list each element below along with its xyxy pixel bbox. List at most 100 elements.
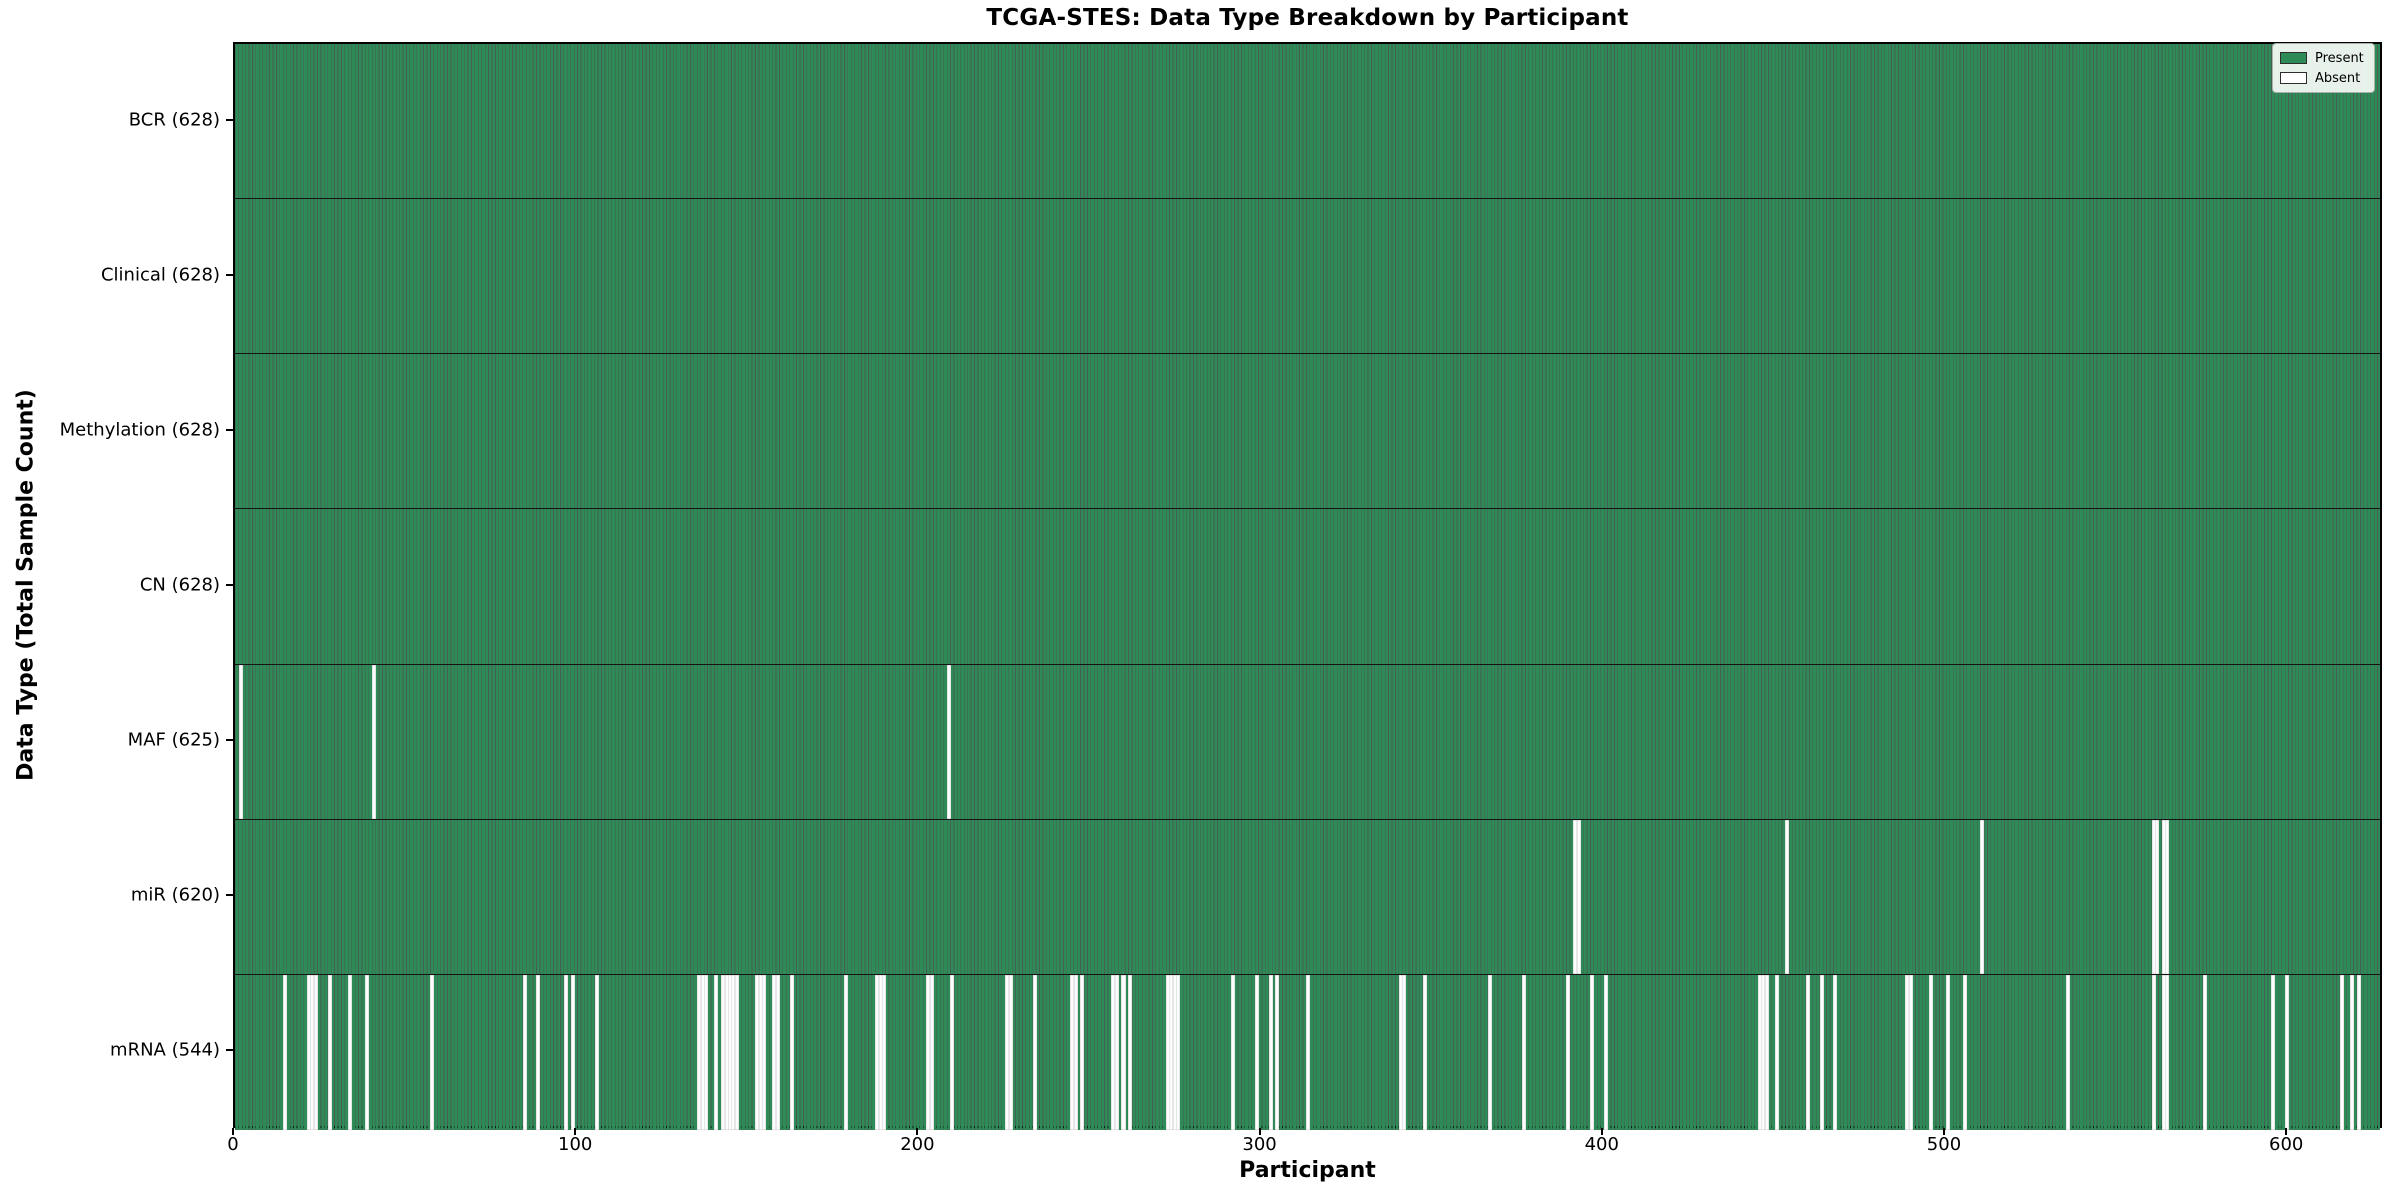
absent-bar — [1573, 819, 1578, 974]
absent-bar — [700, 974, 705, 1130]
datatype-row-BCR — [235, 44, 2380, 200]
absent-bar — [772, 974, 777, 1130]
absent-swatch-icon — [2280, 72, 2307, 84]
y-tick-label-CN: CN (628) — [139, 574, 220, 596]
datatype-row-CN — [235, 509, 2380, 665]
absent-bar — [1487, 974, 1492, 1130]
absent-bar — [714, 974, 719, 1130]
absent-bar — [1005, 974, 1010, 1130]
present-swatch-icon — [2280, 52, 2307, 64]
absent-bar — [2165, 974, 2170, 1130]
absent-bar — [775, 974, 780, 1130]
legend-entry-absent: Absent — [2280, 72, 2367, 85]
absent-bar — [2065, 974, 2070, 1130]
absent-bar — [327, 974, 332, 1130]
absent-bar — [724, 974, 729, 1130]
absent-bar — [365, 974, 370, 1130]
absent-bar — [758, 974, 763, 1130]
absent-bar — [727, 974, 732, 1130]
absent-bar — [697, 974, 702, 1130]
absent-bar — [875, 974, 880, 1130]
absent-bar — [2284, 974, 2289, 1130]
y-tick-mark — [226, 894, 233, 897]
x-tick-mark — [1600, 1128, 1603, 1135]
absent-bar — [1230, 974, 1235, 1130]
absent-bar — [1111, 974, 1116, 1130]
absent-bar — [2151, 819, 2156, 974]
x-tick-mark — [1258, 1128, 1261, 1135]
absent-bar — [1908, 974, 1913, 1130]
absent-bar — [1775, 974, 1780, 1130]
absent-bar — [881, 974, 886, 1130]
x-axis-label: Participant — [1239, 1158, 1376, 1183]
legend-absent-label: Absent — [2315, 70, 2361, 86]
absent-bar — [1566, 974, 1571, 1130]
absent-bar — [1073, 974, 1078, 1130]
absent-bar — [1275, 974, 1280, 1130]
y-tick-label-BCR: BCR (628) — [128, 109, 220, 131]
absent-bar — [1905, 974, 1910, 1130]
absent-bar — [1080, 974, 1085, 1130]
datatype-row-miR — [235, 819, 2380, 975]
absent-bar — [2339, 974, 2344, 1130]
absent-bar — [2271, 974, 2276, 1130]
x-tick-label-600: 600 — [2268, 1134, 2304, 1155]
absent-bar — [2161, 974, 2166, 1130]
absent-bar — [307, 974, 312, 1130]
absent-bar — [1785, 819, 1790, 974]
absent-bar — [1402, 974, 1407, 1130]
absent-bar — [1819, 974, 1824, 1130]
absent-bar — [1946, 974, 1951, 1130]
absent-bar — [734, 974, 739, 1130]
absent-bar — [704, 974, 709, 1130]
absent-bar — [762, 974, 767, 1130]
absent-bar — [2161, 819, 2166, 974]
legend-present-label: Present — [2315, 50, 2364, 66]
absent-bar — [1254, 974, 1259, 1130]
y-tick-mark — [226, 584, 233, 586]
absent-bar — [2349, 974, 2354, 1130]
y-tick-label-miR: miR (620) — [130, 884, 220, 906]
absent-bar — [522, 974, 527, 1130]
absent-bar — [950, 974, 955, 1130]
legend-entry-present: Present — [2280, 52, 2367, 65]
absent-bar — [1422, 974, 1427, 1130]
absent-bar — [1128, 974, 1133, 1130]
datatype-row-Methylation — [235, 354, 2380, 510]
absent-bar — [238, 664, 243, 819]
x-tick-mark — [2285, 1128, 2288, 1135]
datatype-row-MAF — [235, 664, 2380, 820]
absent-bar — [731, 974, 736, 1130]
x-tick-mark — [916, 1128, 919, 1135]
absent-bar — [1032, 974, 1037, 1130]
absent-bar — [1757, 974, 1762, 1130]
absent-bar — [283, 974, 288, 1130]
absent-bar — [570, 974, 575, 1130]
y-tick-mark — [226, 428, 233, 431]
chart-title: TCGA-STES: Data Type Breakdown by Partic… — [986, 5, 1629, 31]
absent-bar — [721, 974, 726, 1130]
y-tick-label-MAF: MAF (625) — [127, 729, 220, 751]
absent-bar — [755, 974, 760, 1130]
absent-bar — [310, 974, 315, 1130]
y-tick-label-mRNA: mRNA (544) — [110, 1039, 220, 1061]
absent-bar — [1165, 974, 1170, 1130]
absent-bar — [1070, 974, 1075, 1130]
x-tick-label-500: 500 — [1926, 1134, 1962, 1155]
absent-bar — [372, 664, 377, 819]
x-tick-label-300: 300 — [1242, 1134, 1277, 1155]
absent-bar — [1833, 974, 1838, 1130]
absent-bar — [2151, 974, 2156, 1130]
absent-bar — [1398, 974, 1403, 1130]
absent-bar — [430, 974, 435, 1130]
absent-bar — [1114, 974, 1119, 1130]
absent-bar — [1576, 819, 1581, 974]
absent-bar — [789, 974, 794, 1130]
absent-bar — [1590, 974, 1595, 1130]
x-tick-mark — [1942, 1128, 1945, 1135]
absent-bar — [1008, 974, 1013, 1130]
y-tick-mark — [226, 1049, 233, 1052]
absent-bar — [929, 974, 934, 1130]
y-tick-label-Methylation: Methylation (628) — [59, 419, 220, 441]
